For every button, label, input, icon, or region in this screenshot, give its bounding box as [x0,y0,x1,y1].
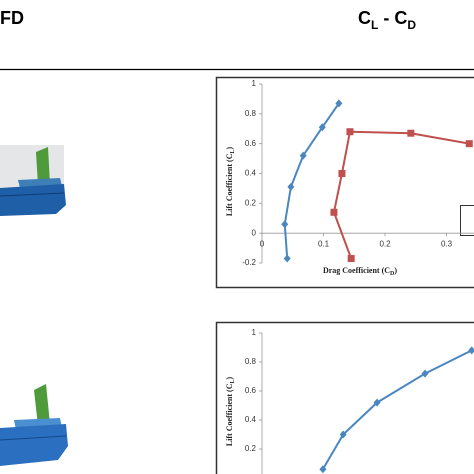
axis-title-part: ) [394,266,397,275]
axis-title-part: ) [225,147,234,150]
y-tick-label: 1 [252,328,257,337]
marker [346,128,354,136]
header-right: CL - CD [358,8,416,32]
marker [465,140,473,148]
marker [318,123,326,132]
marker [338,170,346,177]
x-tick-label: 0.1 [318,239,330,248]
legend-frame [460,205,474,236]
axis-title-sub: L [230,150,236,154]
axis-title-part: Lift Coefficient (C [225,383,234,446]
chart: 0.2 0.4 0.6 0.8 1 [245,328,474,474]
marker [299,151,307,160]
boat-image [0,384,68,466]
marker [468,346,474,355]
axis-title-part: ) [225,377,234,380]
series-line [322,349,473,470]
axis-title: Lift Coefficient (CL) [225,147,236,217]
axis-title-sub: D [390,271,395,277]
marker [373,398,381,407]
y-tick-label: 0.8 [245,357,257,366]
header-sub: D [407,18,416,32]
y-tick-label: 0.8 [245,109,257,118]
x-tick-label: 0.3 [441,239,453,248]
marker [407,129,415,137]
y-tick-label: 0.6 [245,139,257,148]
axis-title: Drag Coefficient (CD) [323,266,397,277]
x-tick-label: 0.2 [379,239,391,248]
y-tick-label: 0.2 [245,198,257,207]
series-line [283,102,340,259]
chart: -0.2 0 0.2 0.4 0.6 0.8 1 0 0.1 0.2 0.3 [242,79,474,267]
y-tick-label: 1 [252,79,257,88]
y-tick-label: 0 [252,228,257,237]
axis-title-part: Drag Coefficient (C [323,266,390,275]
chart-frame [215,321,474,474]
marker [330,208,338,216]
y-tick-label: 0.2 [245,444,257,453]
marker [339,430,347,439]
x-tick-label: 0 [260,239,265,248]
axis-title: Lift Coefficient (CL) [225,377,236,447]
axis-title-sub: L [230,380,236,384]
marker [287,182,295,191]
marker [283,254,291,263]
marker [335,99,343,108]
y-tick-label: 0.6 [245,386,257,395]
marker [319,465,327,474]
y-tick-label: 0.4 [245,415,257,424]
header-part: C [358,8,371,28]
header-part: - C [378,8,407,28]
chart-frame [215,76,474,289]
y-tick-label: 0.4 [245,169,257,178]
series-line [332,130,470,259]
header-sub: L [371,18,378,32]
y-tick-label: -0.2 [242,258,256,267]
header-left: FD [0,8,24,28]
boat-image [0,145,66,216]
marker [347,255,355,263]
axis-title-part: Lift Coefficient (C [225,153,234,216]
marker [421,369,429,378]
marker [281,220,289,229]
